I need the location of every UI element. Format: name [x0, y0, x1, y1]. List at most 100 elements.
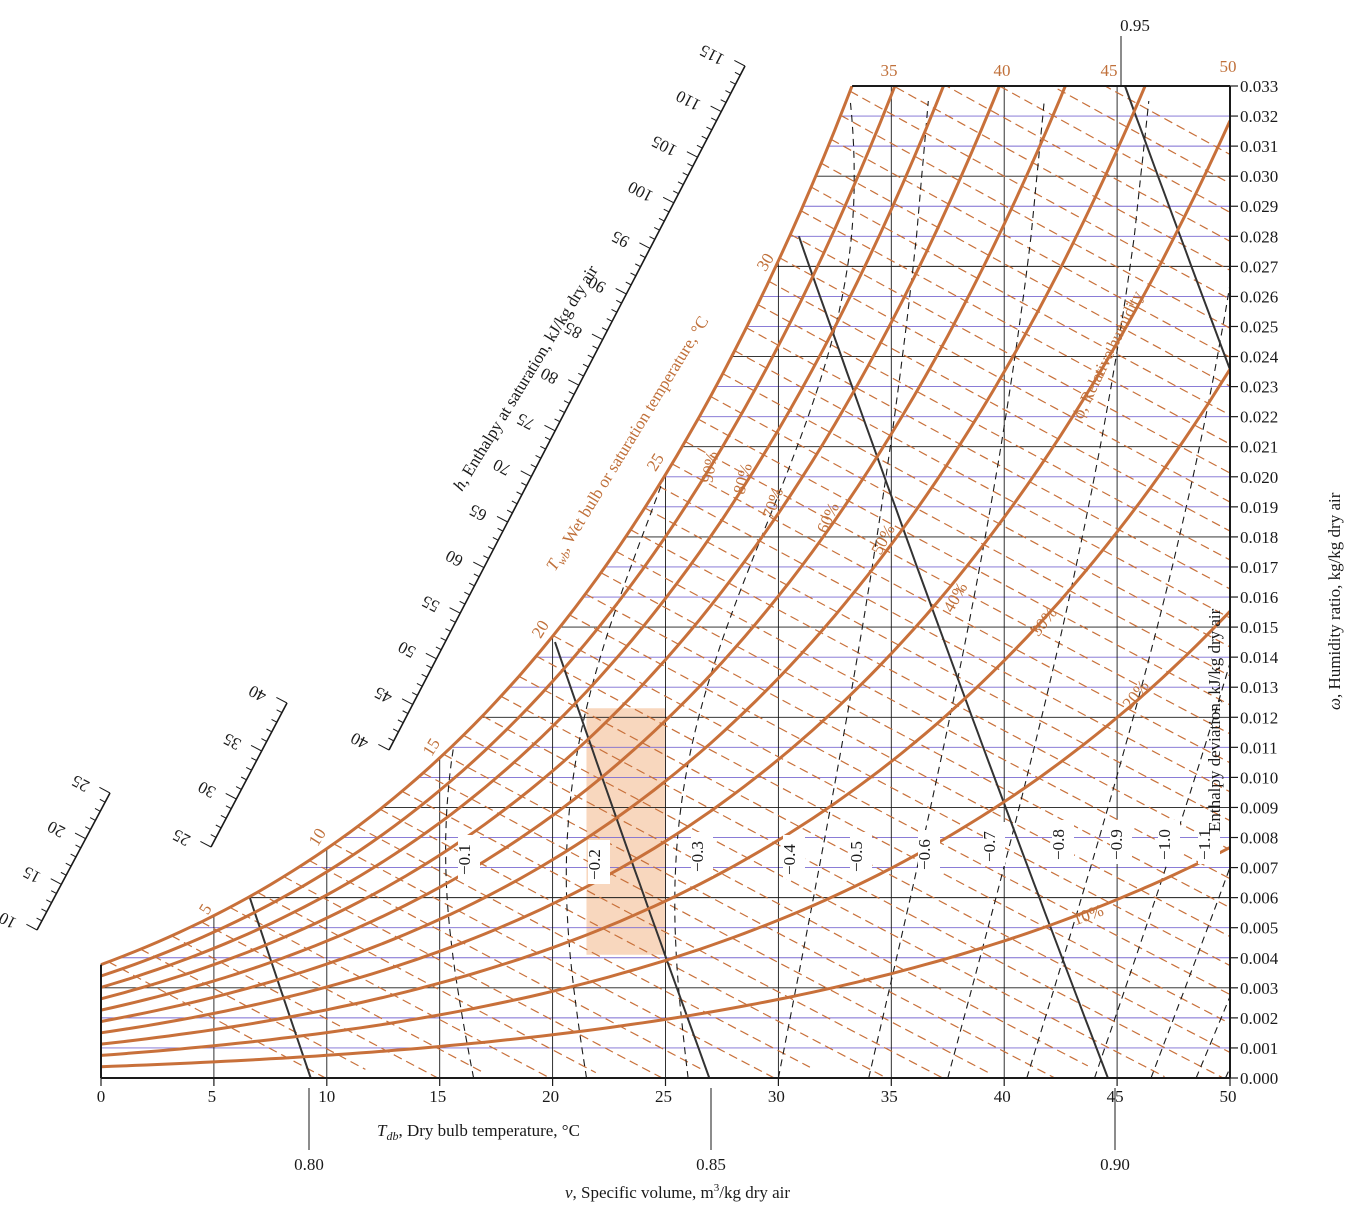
y-tick-label: 0.004	[1240, 949, 1279, 968]
x-tick-label: 0	[97, 1087, 106, 1106]
scale-tick	[516, 491, 523, 496]
relative-humidity-curve	[100, 86, 1067, 1012]
scale-tick	[706, 126, 713, 131]
wet-bulb-line	[722, 373, 1230, 648]
scale-line	[36, 792, 111, 931]
enthalpy-scale-label: 80	[537, 364, 561, 389]
x-tick-label: 30	[768, 1087, 785, 1106]
enthalpy-scale-label: 35	[220, 729, 244, 754]
scale-tick	[250, 744, 262, 752]
wet-bulb-line	[422, 772, 991, 1075]
enthalpy-scale-label: 65	[466, 500, 490, 525]
y-tick-label: 0.027	[1240, 257, 1279, 276]
scale-tick	[74, 832, 86, 840]
scale-tick	[210, 834, 217, 838]
wet-bulb-line	[820, 162, 1230, 387]
scale-tick	[276, 709, 283, 714]
deviation-label: −0.1	[455, 844, 474, 875]
y-tick-label: 0.000	[1240, 1069, 1278, 1088]
scale-tick	[654, 226, 660, 231]
scale-tick	[578, 372, 584, 377]
relative-humidity-curve	[100, 120, 1230, 1035]
x-tick-label: 35	[881, 1087, 898, 1106]
wet-bulb-line	[671, 463, 1230, 764]
scale-tick	[601, 327, 608, 331]
y-tick-label: 0.031	[1240, 137, 1278, 156]
scale-line	[388, 65, 746, 751]
scale-tick	[220, 814, 227, 819]
scale-tick	[468, 582, 475, 587]
volume-tick-label: 0.85	[696, 1155, 726, 1174]
x-tick-label: 40	[994, 1087, 1011, 1106]
scale-tick	[649, 236, 656, 240]
deviation-label: −0.6	[915, 839, 934, 870]
scale-tick	[615, 288, 627, 295]
relative-humidity-curve	[100, 86, 1002, 1001]
y-tick-label: 0.032	[1240, 107, 1278, 126]
scale-tick	[582, 363, 589, 368]
y-tick-label: 0.020	[1240, 468, 1278, 487]
relative-humidity-label: 10%	[1070, 901, 1106, 930]
scale-tick	[388, 737, 394, 742]
scale-tick	[225, 792, 237, 800]
scale-tick	[682, 172, 689, 176]
scale-tick	[50, 890, 57, 894]
scale-tick	[266, 728, 273, 733]
wet-bulb-label: 50	[1220, 57, 1237, 76]
wet-bulb-line	[757, 303, 1230, 561]
scale-tick	[402, 710, 409, 714]
scale-tick	[459, 600, 466, 605]
wet-bulb-line	[283, 876, 664, 1078]
y-tick-label: 0.018	[1240, 528, 1278, 547]
saturation-curve	[100, 86, 854, 967]
wet-bulb-line	[401, 790, 945, 1078]
scale-tick	[487, 546, 494, 550]
scale-tick	[554, 418, 561, 423]
scale-tick	[473, 561, 485, 569]
scale-tick	[492, 537, 499, 541]
volume-tick-label: 0.90	[1100, 1155, 1130, 1174]
deviation-label: −1.0	[1155, 829, 1174, 860]
scale-tick	[530, 464, 537, 468]
scale-tick	[663, 208, 670, 213]
y-tick-label: 0.002	[1240, 1009, 1278, 1028]
relative-humidity-curve	[100, 86, 946, 989]
wet-bulb-line	[800, 210, 1230, 445]
enthalpy-scale-label: 70	[490, 455, 514, 480]
deviation-label-bg	[1198, 820, 1220, 864]
relative-humidity-curves	[100, 86, 1230, 1069]
wet-bulb-line	[463, 734, 1089, 1067]
scale-tick	[520, 470, 532, 477]
wet-bulb-lines	[108, 86, 1230, 1078]
wet-bulb-label: 40	[994, 61, 1011, 80]
deviation-label: −0.8	[1049, 829, 1068, 860]
scale-tick	[473, 573, 480, 578]
relative-humidity-title: ϕ, Relative humidity	[1069, 287, 1148, 421]
wet-bulb-label: 45	[1101, 61, 1118, 80]
scale-tick	[449, 619, 456, 623]
scale-tick	[563, 400, 570, 404]
y-tick-label: 0.013	[1240, 678, 1278, 697]
scale-tick	[401, 698, 413, 705]
scale-tick	[725, 90, 731, 94]
scale-tick	[50, 878, 62, 885]
scale-tick	[225, 805, 232, 810]
scale-tick	[568, 391, 575, 395]
highlight-box	[586, 708, 666, 955]
y-tick-label: 0.030	[1240, 167, 1278, 186]
relative-humidity-label: 30%	[1027, 603, 1061, 639]
enthalpy-scale-label: 50	[395, 637, 419, 662]
scale-tick	[535, 454, 542, 459]
y-tick-label: 0.017	[1240, 558, 1279, 577]
deviation-label-bg	[458, 835, 480, 879]
wet-bulb-label: 35	[881, 61, 898, 80]
chart-text: −0.1 −0.2 −0.3 −0.4 −0.5 −0.6 −0.7 −0.8 −0.9 −1.0…	[97, 16, 1344, 1202]
enthalpy-deviation-curve	[868, 100, 1045, 1078]
enthalpy-scale-label: 115	[696, 41, 727, 69]
scale-tick	[710, 105, 722, 113]
wet-bulb-label: 10	[305, 825, 330, 849]
scale-tick	[449, 607, 461, 614]
y-axis-title: ω, Humidity ratio, kg/kg dry air	[1325, 492, 1344, 710]
scale-tick	[41, 908, 47, 913]
